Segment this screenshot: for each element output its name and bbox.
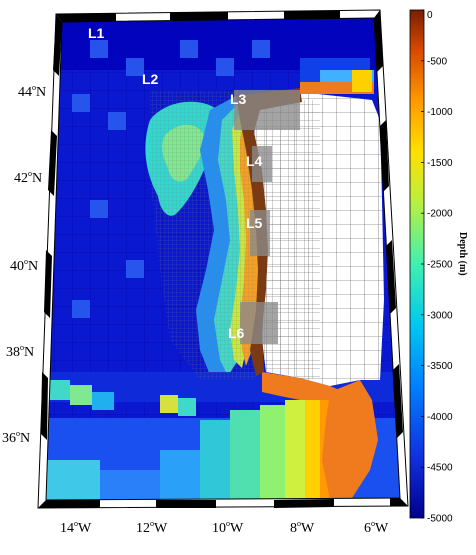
colorbar-title: Depth (m): [457, 232, 468, 276]
lon-label-14w: 14oW: [60, 519, 92, 536]
map-frame: [37, 9, 409, 509]
lat-label-36n: 36oN: [2, 429, 30, 446]
lon-label-8w: 8oW: [290, 519, 315, 536]
bathymetry-field: [46, 18, 400, 500]
colorbar-tick-label: -4500: [427, 463, 453, 474]
region-label-l6: L6: [228, 325, 245, 341]
lon-label-6w: 6oW: [364, 519, 389, 536]
colorbar-tick-label: -2500: [427, 260, 453, 271]
lat-label-40n: 40oN: [10, 257, 38, 274]
depth-colorbar: 0 -500 -1000 -1500 -2000 -2500 -3000 -3500 -4000…: [409, 9, 468, 525]
region-label-l5: L5: [246, 215, 263, 231]
colorbar-tick-label: -500: [427, 56, 447, 67]
lat-label-42n: 42oN: [14, 169, 42, 186]
lon-label-10w: 10oW: [212, 519, 244, 536]
region-label-l3: L3: [230, 91, 247, 107]
lon-label-12w: 12oW: [136, 519, 168, 536]
region-labels: L1 L2 L3 L4 L5 L6: [88, 25, 263, 341]
region-label-l4: L4: [246, 153, 263, 169]
colorbar-tick-label: -3000: [427, 310, 453, 321]
longitude-labels: 14oW 12oW 10oW 8oW 6oW: [60, 519, 389, 536]
colorbar-tick-label: -3500: [427, 361, 453, 372]
latitude-labels: 44oN 42oN 40oN 38oN 36oN: [2, 83, 46, 446]
colorbar-tick-label: -2000: [427, 209, 453, 220]
colorbar-tick-label: -5000: [427, 514, 453, 525]
lat-label-44n: 44oN: [18, 83, 46, 100]
colorbar-tick-label: -4000: [427, 412, 453, 423]
lat-label-38n: 38oN: [6, 343, 34, 360]
colorbar-tick-label: -1500: [427, 158, 453, 169]
colorbar-tick-label: 0: [427, 10, 433, 21]
colorbar-ticks: 0 -500 -1000 -1500 -2000 -2500 -3000 -3500 -4000…: [421, 9, 453, 525]
colorbar-tick-label: -1000: [427, 107, 453, 118]
region-label-l2: L2: [142, 71, 159, 87]
region-label-l1: L1: [88, 25, 105, 41]
